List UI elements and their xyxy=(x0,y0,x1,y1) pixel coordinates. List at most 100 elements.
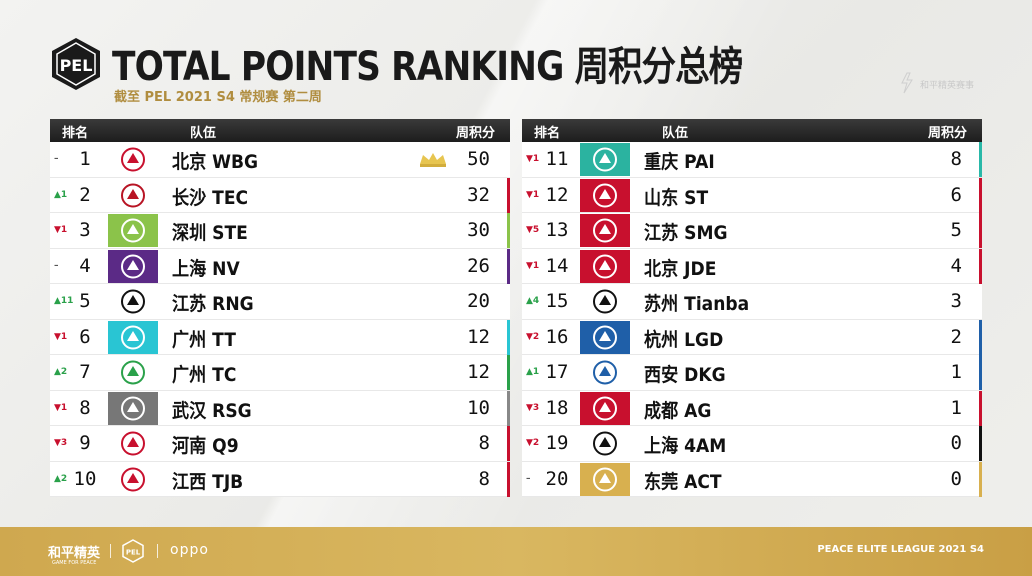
team-name: 武汉 RSG xyxy=(172,399,252,422)
rank-number: 19 xyxy=(545,432,569,454)
team-name: 深圳 STE xyxy=(172,222,248,244)
dkg-logo-icon xyxy=(577,355,633,390)
table-row: ▲1 2 长沙 TEC 32 xyxy=(50,177,510,213)
team-points: 4 xyxy=(950,254,962,277)
team-color-stripe xyxy=(507,426,510,461)
team-name: 北京 JDE xyxy=(644,257,717,280)
rank-change: ▼3 xyxy=(54,438,68,448)
page-title: TOTAL POINTS RANKING 周积分总榜 xyxy=(112,44,743,90)
table-row: ▼1 14 北京 JDE 4 xyxy=(522,248,982,284)
rank-number: 15 xyxy=(545,290,569,312)
table-row: ▼1 8 武汉 RSG 10 xyxy=(50,390,510,426)
st-logo-icon xyxy=(577,178,633,213)
page-header: PEL TOTAL POINTS RANKING 周积分总榜 截至 PEL 20… xyxy=(48,32,748,105)
team-name: 江苏 RNG xyxy=(172,293,254,315)
table-row: ▼2 19 上海 4AM 0 xyxy=(522,426,982,462)
team-color-stripe xyxy=(507,213,510,248)
logo-text: PEL xyxy=(60,56,93,75)
rank-change: ▼2 xyxy=(526,331,540,342)
team-name: 河南 Q9 xyxy=(172,435,239,457)
ste-logo-icon xyxy=(105,213,161,248)
rank-number: 13 xyxy=(545,219,569,241)
team-color-stripe xyxy=(507,355,510,390)
nv-logo-icon xyxy=(105,249,161,284)
jde-logo-icon xyxy=(577,249,633,284)
table-row: ▼5 13 江苏 SMG 5 xyxy=(522,213,982,249)
team-name: 广州 TC xyxy=(172,364,237,386)
team-color-stripe xyxy=(979,390,982,426)
table-row: ▼1 11 重庆 PAI 8 xyxy=(522,142,982,178)
team-color-stripe xyxy=(979,284,982,319)
team-points: 8 xyxy=(478,432,490,454)
tc-logo-icon xyxy=(105,355,161,390)
team-color-stripe xyxy=(979,461,982,497)
rank-change: ▼3 xyxy=(526,402,540,413)
rank-change: ▼1 xyxy=(54,402,68,413)
rank-change: ▼1 xyxy=(526,154,540,164)
rank-change: – xyxy=(54,154,59,164)
rank-change: ▼1 xyxy=(54,331,68,342)
team-points: 2 xyxy=(950,325,962,348)
team-points: 0 xyxy=(950,467,962,490)
team-color-stripe xyxy=(507,177,510,213)
team-name: 江西 TJB xyxy=(172,470,244,493)
tjb-logo-icon xyxy=(105,462,161,497)
rank-change: ▼2 xyxy=(526,438,540,448)
team-points: 1 xyxy=(950,396,962,419)
table-header: 排名 队伍 周积分 xyxy=(50,119,510,142)
table-row: ▼1 3 深圳 STE 30 xyxy=(50,213,510,249)
team-name: 重庆 PAI xyxy=(644,151,715,173)
team-points: 32 xyxy=(467,183,490,206)
table-header: 排名 队伍 周积分 xyxy=(522,119,982,142)
col-rank: 排名 xyxy=(62,126,89,141)
act-logo-icon xyxy=(577,462,633,497)
table-row: ▼2 16 杭州 LGD 2 xyxy=(522,319,982,355)
team-points: 26 xyxy=(467,254,490,277)
table-row: ▲2 7 广州 TC 12 xyxy=(50,355,510,391)
rank-number: 8 xyxy=(79,396,91,419)
table-row: ▲2 10 江西 TJB 8 xyxy=(50,461,510,497)
tianba-logo-icon xyxy=(577,284,633,319)
footer-brand: 和平精英 xyxy=(48,546,101,561)
rank-number: 11 xyxy=(545,148,569,170)
watermark-text: 和平精英赛事 xyxy=(920,81,975,91)
team-points: 1 xyxy=(950,361,962,383)
4am-logo-icon xyxy=(577,426,633,461)
table-row: ▲1 17 西安 DKG 1 xyxy=(522,355,982,391)
team-name: 江苏 SMG xyxy=(644,222,728,244)
rank-change: ▲11 xyxy=(54,296,74,306)
rank-number: 4 xyxy=(79,254,91,277)
footer-sponsor: oppo xyxy=(170,542,209,558)
team-name: 上海 4AM xyxy=(644,435,727,457)
team-points: 8 xyxy=(478,467,490,490)
team-name: 广州 TT xyxy=(172,328,236,351)
rank-number: 5 xyxy=(79,290,91,312)
team-color-stripe xyxy=(979,248,982,284)
team-points: 5 xyxy=(950,219,962,241)
team-color-stripe xyxy=(507,319,510,355)
rank-number: 2 xyxy=(79,183,91,206)
rank-change: ▲1 xyxy=(526,367,540,377)
team-points: 3 xyxy=(950,290,962,312)
footer-brand-sub: GAME FOR PEACE xyxy=(52,560,97,566)
rsg-logo-icon xyxy=(105,391,161,426)
rank-number: 1 xyxy=(79,148,91,170)
rank-change: – xyxy=(54,260,59,271)
team-name: 苏州 Tianba xyxy=(644,293,750,315)
footer-league: PEACE ELITE LEAGUE 2021 S4 xyxy=(817,544,984,555)
team-color-stripe xyxy=(979,426,982,461)
team-color-stripe xyxy=(507,390,510,426)
team-name: 上海 NV xyxy=(172,257,240,280)
rank-change: ▲2 xyxy=(54,367,68,377)
table-row: – 4 上海 NV 26 xyxy=(50,248,510,284)
footer-pel-logo-icon: PEL xyxy=(122,539,144,563)
team-color-stripe xyxy=(979,355,982,390)
rank-number: 20 xyxy=(545,467,569,490)
crown-icon xyxy=(420,153,446,167)
rank-number: 9 xyxy=(79,432,91,454)
rank-number: 10 xyxy=(73,467,97,490)
table-row: ▲4 15 苏州 Tianba 3 xyxy=(522,284,982,320)
team-color-stripe xyxy=(507,284,510,319)
tt-logo-icon xyxy=(105,320,161,355)
col-rank: 排名 xyxy=(534,126,561,141)
